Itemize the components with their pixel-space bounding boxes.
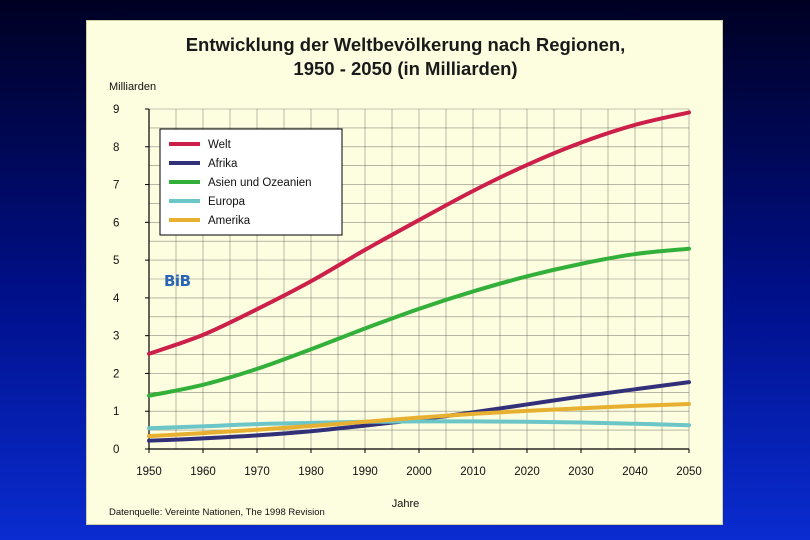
chart-title-line-1: Entwicklung der Weltbevölkerung nach Reg… <box>185 34 626 55</box>
x-tick-label: 1980 <box>298 466 324 478</box>
y-tick-label: 1 <box>113 406 119 418</box>
legend-label-afrika: Afrika <box>208 158 238 170</box>
x-tick-label: 1950 <box>136 466 162 478</box>
x-tick-label: 2000 <box>406 466 432 478</box>
chart-title-line-2: 1950 - 2050 (in Milliarden) <box>293 58 518 79</box>
x-tick-label: 2030 <box>568 466 594 478</box>
y-tick-label: 6 <box>113 217 119 229</box>
series-line-europa <box>147 419 691 431</box>
series-line-welt <box>147 110 691 356</box>
y-tick-label: 4 <box>113 293 120 305</box>
x-tick-label: 1970 <box>244 466 270 478</box>
y-tick-label: 3 <box>113 331 119 343</box>
series-line-asien-und-ozeanien <box>147 246 691 398</box>
y-tick-label: 9 <box>113 104 119 116</box>
y-tick-label: 8 <box>113 142 119 154</box>
y-tick-label: 2 <box>113 368 119 380</box>
y-tick-label: 0 <box>113 444 119 456</box>
y-axis-label: Milliarden <box>109 81 157 93</box>
x-tick-label: 2040 <box>622 466 648 478</box>
legend-label-europa: Europa <box>208 196 246 208</box>
x-tick-label: 2020 <box>514 466 540 478</box>
legend-label-welt: Welt <box>208 139 232 151</box>
x-tick-label: 1990 <box>352 466 378 478</box>
bib-watermark-logo: BiB <box>164 272 191 290</box>
legend-label-amerika: Amerika <box>208 215 251 227</box>
x-tick-label: 2010 <box>460 466 486 478</box>
x-tick-label: 2050 <box>676 466 702 478</box>
chart-slide: Entwicklung der Weltbevölkerung nach Reg… <box>86 20 723 525</box>
y-tick-label: 5 <box>113 255 119 267</box>
x-axis-label: Jahre <box>391 498 420 510</box>
legend-label-asien-und-ozeanien: Asien und Ozeanien <box>208 177 312 189</box>
x-tick-label: 1960 <box>190 466 216 478</box>
y-tick-label: 7 <box>113 180 119 192</box>
chart-title: Entwicklung der Weltbevölkerung nach Reg… <box>87 33 724 81</box>
series-line-amerika <box>147 402 691 439</box>
data-source-note: Datenquelle: Vereinte Nationen, The 1998… <box>109 507 325 518</box>
line-chart: 0 1 2 3 4 5 6 7 8 9 1950 1960 1970 1980 1990 2000 2010 20… <box>113 104 702 478</box>
